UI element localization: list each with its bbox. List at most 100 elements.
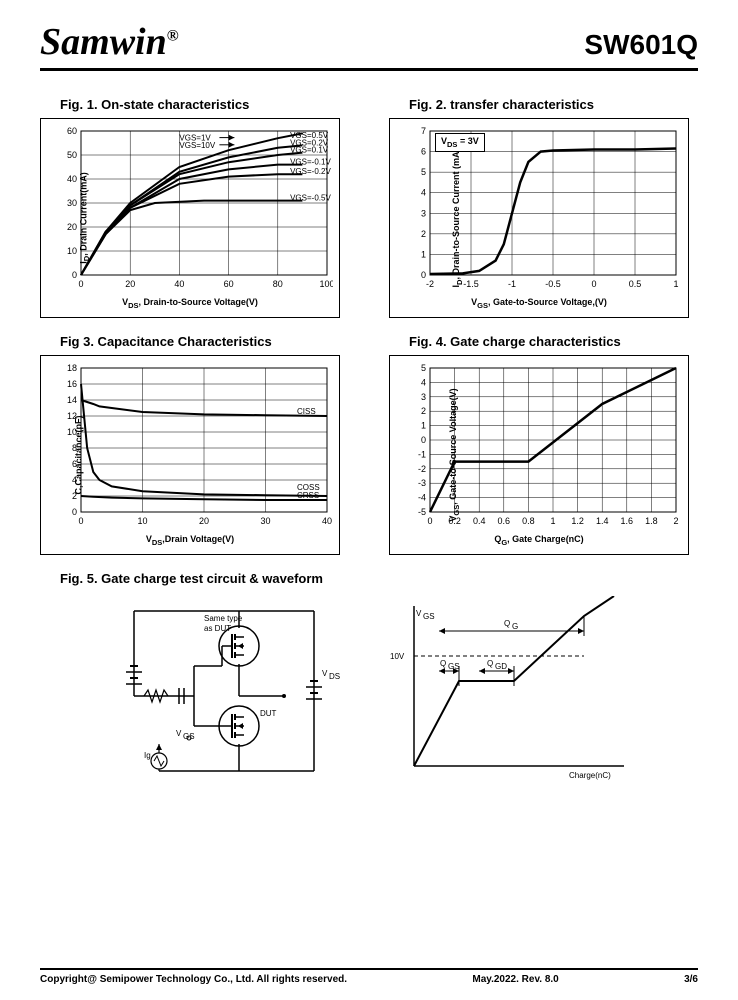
fig1-chart: ID, Drain Current(mA) 020406080100010203… [40, 118, 340, 318]
svg-text:VGS=0.1V: VGS=0.1V [290, 146, 329, 155]
svg-text:0: 0 [78, 279, 83, 289]
fig5-vgs-label: V [176, 729, 182, 738]
svg-text:0: 0 [591, 279, 596, 289]
svg-text:20: 20 [199, 516, 209, 526]
footer-copyright: Copyright@ Semipower Technology Co., Ltd… [40, 974, 347, 985]
fig5-qg-sub: G [512, 622, 518, 631]
fig5-ig-label: Ig [144, 751, 151, 760]
svg-text:2: 2 [421, 406, 426, 416]
svg-text:VGS=10V: VGS=10V [179, 141, 215, 150]
svg-text:7: 7 [421, 126, 426, 136]
svg-text:5: 5 [421, 167, 426, 177]
svg-text:40: 40 [322, 516, 332, 526]
fig5-qgd-label: Q [487, 659, 493, 668]
fig5-wave-vgs: V [416, 609, 422, 618]
fig5-vds-sub: DS [329, 672, 340, 681]
svg-text:0: 0 [72, 270, 77, 280]
svg-text:2: 2 [673, 516, 678, 526]
svg-text:VGS=-0.2V: VGS=-0.2V [290, 167, 331, 176]
fig5-circuit-svg: Same type as DUT DUT [104, 596, 354, 786]
fig2-title: Fig. 2. transfer characteristics [409, 97, 698, 112]
svg-text:0.6: 0.6 [498, 516, 511, 526]
svg-text:1: 1 [550, 516, 555, 526]
svg-text:0: 0 [427, 516, 432, 526]
svg-text:1: 1 [421, 249, 426, 259]
svg-text:10: 10 [67, 246, 77, 256]
fig5-vds-label: V [322, 669, 328, 678]
fig5-row: Same type as DUT DUT [40, 596, 698, 786]
fig4-block: Fig. 4. Gate charge characteristics VGS,… [389, 328, 698, 555]
figures-grid: Fig. 1. On-state characteristics ID, Dra… [40, 91, 698, 786]
svg-text:-1: -1 [508, 279, 516, 289]
fig5-sametype-label2: as DUT [204, 624, 231, 633]
svg-text:-0.5: -0.5 [545, 279, 561, 289]
svg-text:30: 30 [67, 198, 77, 208]
fig5-block: Fig. 5. Gate charge test circuit & wavef… [40, 565, 698, 786]
svg-text:1.4: 1.4 [596, 516, 609, 526]
svg-text:2: 2 [421, 229, 426, 239]
fig3-ylabel: C,Capacitance(pF) [74, 415, 84, 494]
svg-text:40: 40 [67, 174, 77, 184]
svg-text:1: 1 [421, 421, 426, 431]
svg-text:16: 16 [67, 379, 77, 389]
brand-logo: Samwin® [40, 20, 179, 64]
fig2-block: Fig. 2. transfer characteristics ID, Dra… [389, 91, 698, 318]
footer-page: 3/6 [684, 974, 698, 985]
fig5-qgs-sub: GS [448, 662, 460, 671]
fig4-ylabel: VGS, Gate-to-Source Voltage(V) [448, 388, 461, 521]
svg-text:60: 60 [224, 279, 234, 289]
svg-text:1.2: 1.2 [571, 516, 584, 526]
svg-text:-5: -5 [418, 507, 426, 517]
fig1-ylabel: ID, Drain Current(mA) [78, 172, 91, 263]
svg-text:60: 60 [67, 126, 77, 136]
fig5-title: Fig. 5. Gate charge test circuit & wavef… [60, 571, 698, 586]
fig1-block: Fig. 1. On-state characteristics ID, Dra… [40, 91, 349, 318]
svg-text:CRSS: CRSS [297, 491, 319, 500]
svg-text:CISS: CISS [297, 407, 316, 416]
svg-text:0: 0 [72, 507, 77, 517]
fig3-xlabel: VDS,Drain Voltage(V) [47, 534, 333, 547]
svg-text:VGS=-0.1V: VGS=-0.1V [290, 158, 331, 167]
svg-text:4: 4 [421, 377, 426, 387]
part-number: SW601Q [584, 29, 698, 61]
page-footer: Copyright@ Semipower Technology Co., Ltd… [40, 968, 698, 985]
fig2-condition-box: VDS = 3V [435, 133, 485, 152]
svg-text:5: 5 [421, 363, 426, 373]
svg-text:4: 4 [421, 188, 426, 198]
fig5-qgs-label: Q [440, 659, 446, 668]
svg-text:0: 0 [421, 435, 426, 445]
fig5-qg-label: Q [504, 619, 510, 628]
fig5-10v-label: 10V [390, 652, 405, 661]
svg-text:-1.5: -1.5 [463, 279, 479, 289]
svg-text:3: 3 [421, 208, 426, 218]
svg-text:0.4: 0.4 [473, 516, 486, 526]
svg-text:-2: -2 [418, 464, 426, 474]
fig2-xlabel: VGS, Gate-to-Source Voltage,(V) [396, 297, 682, 310]
fig1-title: Fig. 1. On-state characteristics [60, 97, 349, 112]
fig3-chart: C,Capacitance(pF) 0102030400246810121416… [40, 355, 340, 555]
svg-text:100: 100 [319, 279, 333, 289]
svg-text:6: 6 [421, 147, 426, 157]
fig4-chart: VGS, Gate-to-Source Voltage(V) 00.20.40.… [389, 355, 689, 555]
footer-rev: May.2022. Rev. 8.0 [472, 974, 558, 985]
svg-text:1.8: 1.8 [645, 516, 658, 526]
page-header: Samwin® SW601Q [40, 20, 698, 71]
svg-text:80: 80 [273, 279, 283, 289]
svg-text:40: 40 [174, 279, 184, 289]
fig5-wave-vgs-sub: GS [423, 612, 435, 621]
fig2-ylabel: ID, Drain-to-Source Current (mA) [451, 149, 464, 288]
svg-text:0: 0 [78, 516, 83, 526]
fig5-waveform-svg: 10V V GS Q G Q GS [384, 596, 634, 786]
svg-text:-2: -2 [426, 279, 434, 289]
svg-text:14: 14 [67, 395, 77, 405]
svg-text:0: 0 [421, 270, 426, 280]
fig3-block: Fig 3. Capacitance Characteristics C,Cap… [40, 328, 349, 555]
svg-text:3: 3 [421, 392, 426, 402]
svg-text:VGS=-0.5V: VGS=-0.5V [290, 194, 331, 203]
fig5-sametype-label: Same type [204, 614, 243, 623]
fig5-xaxis-label: Charge(nC) [569, 771, 611, 780]
fig2-chart: ID, Drain-to-Source Current (mA) VDS = 3… [389, 118, 689, 318]
registered-mark: ® [167, 27, 179, 44]
svg-text:0.5: 0.5 [629, 279, 642, 289]
fig4-title: Fig. 4. Gate charge characteristics [409, 334, 698, 349]
